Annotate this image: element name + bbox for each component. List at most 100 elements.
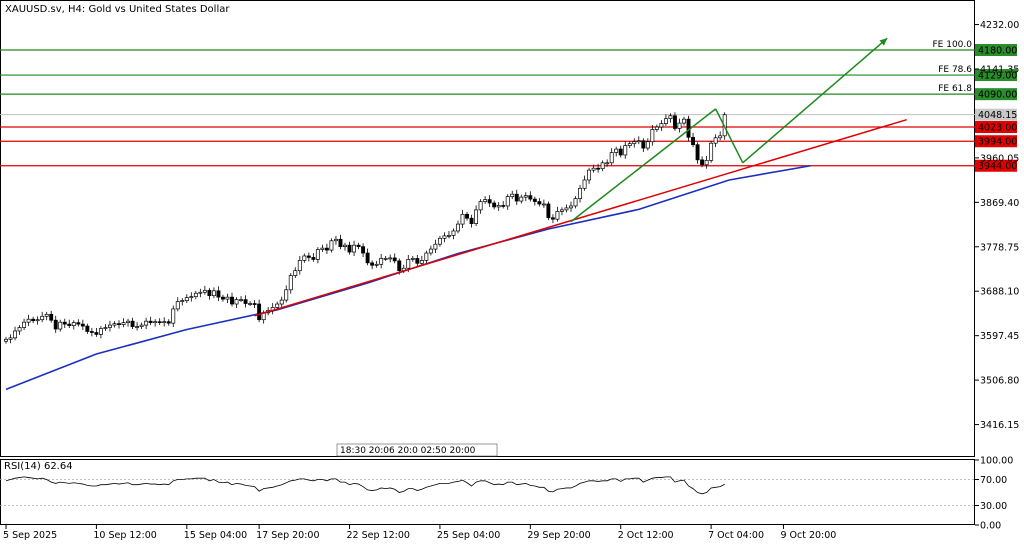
candle-body: [166, 321, 171, 324]
candle-body: [4, 338, 8, 342]
candle-body: [550, 217, 555, 220]
candle-body: [474, 209, 479, 224]
candle-body: [230, 296, 234, 305]
price-tick-label: 3597.45: [980, 331, 1019, 342]
candle-body: [596, 167, 601, 170]
candle-body: [126, 320, 130, 324]
candle-body: [492, 202, 497, 208]
candle-body: [144, 320, 149, 326]
candle-body: [334, 238, 338, 242]
candle-body: [447, 235, 451, 237]
candle-body: [636, 140, 641, 143]
fib-level-tag: FE 100.0: [933, 40, 973, 50]
candle-body: [53, 319, 58, 330]
time-tick-label: 10 Sep 12:00: [93, 530, 156, 541]
candle-body: [424, 252, 429, 261]
candle-body: [225, 296, 230, 300]
candle-body: [641, 140, 646, 149]
support-price-label-box: [975, 121, 1017, 134]
candle-body: [501, 205, 506, 207]
candle-body: [98, 328, 103, 335]
candle-body: [252, 303, 257, 305]
candle-body: [465, 213, 469, 219]
rsi-tick-label: 100.00: [980, 456, 1013, 467]
candle-body: [428, 248, 433, 254]
candle-body: [40, 315, 45, 321]
time-label-strip-box: [336, 443, 498, 457]
candle-body: [541, 203, 546, 206]
candle-body: [8, 337, 13, 340]
time-tick-label: 17 Sep 20:00: [256, 530, 319, 541]
rsi-plot-border: [0, 459, 975, 525]
candle-body: [239, 299, 243, 301]
candle-body: [306, 255, 311, 258]
fib-price-label: 4090.00: [978, 90, 1017, 101]
time-tick-label: 7 Oct 04:00: [708, 530, 764, 541]
support-price-label-box: [975, 159, 1017, 172]
time-tick-label: 29 Sep 20:00: [527, 530, 590, 541]
candle-body: [650, 129, 655, 143]
candle-body: [184, 297, 189, 301]
current-price-label: 4048.15: [978, 110, 1017, 121]
candle-body: [356, 244, 361, 248]
candle-body: [555, 210, 560, 220]
price-tick-label: 3778.75: [980, 242, 1019, 253]
candle-body: [243, 299, 248, 304]
candle-body: [379, 258, 384, 265]
candle-body: [49, 313, 54, 321]
candle-body: [591, 167, 596, 171]
candle-body: [510, 193, 515, 197]
candle-body: [139, 324, 144, 327]
candle-body: [578, 187, 582, 199]
candle-body: [171, 308, 176, 324]
candle-body: [392, 257, 397, 262]
price-tick-label: 3416.15: [980, 420, 1019, 431]
rsi-indicator: 100.00 70.00 30.00 0.00: [0, 456, 1013, 532]
candle-body: [103, 327, 108, 329]
candle-body: [718, 135, 723, 139]
support-price-label: 3944.00: [978, 161, 1017, 172]
fib-level-tag: FE 78.6: [938, 65, 972, 75]
candle-body: [478, 201, 483, 211]
candle-body: [614, 148, 619, 153]
candle-body: [293, 270, 298, 276]
red-trendline: [254, 118, 907, 317]
candle-body: [487, 199, 492, 204]
price-tick-label: 3506.80: [980, 376, 1019, 387]
candle-body: [112, 323, 117, 326]
fib-level-tag: FE 61.8: [938, 84, 972, 94]
price-levels: FE 100.0 FE 78.6 FE 61.8: [0, 40, 975, 167]
candle-body: [564, 207, 569, 211]
time-tick-label: 25 Sep 04:00: [437, 530, 500, 541]
candle-body: [532, 198, 537, 202]
current-price-label-box: [975, 108, 1017, 121]
candle-body: [352, 244, 356, 253]
candle-body: [546, 203, 551, 219]
candle-body: [609, 152, 614, 164]
candle-body: [663, 118, 668, 124]
candle-body: [297, 260, 302, 272]
fib-price-label-box: [975, 44, 1017, 57]
candle-body: [198, 291, 203, 294]
candle-body: [67, 323, 72, 326]
candle-body: [135, 326, 140, 328]
candle-body: [279, 299, 284, 305]
fib-price-label: 4180.00: [978, 46, 1017, 57]
arrow-head: [879, 38, 888, 46]
chart-title: XAUUSD.sv, H4: Gold vs United States Dol…: [5, 4, 230, 15]
candle-body: [496, 205, 501, 208]
time-axis: 5 Sep 2025 10 Sep 12:00 15 Sep 04:00 17 Sep…: [3, 525, 836, 541]
candle-body: [284, 289, 289, 301]
candle-body: [677, 122, 682, 129]
candle-body: [157, 321, 162, 324]
candle-body: [153, 321, 158, 324]
candle-body: [175, 301, 180, 310]
candle-body: [347, 244, 352, 253]
candle-body: [519, 196, 524, 202]
candle-body: [80, 323, 85, 327]
candle-body: [569, 205, 573, 209]
candle-body: [130, 320, 135, 327]
